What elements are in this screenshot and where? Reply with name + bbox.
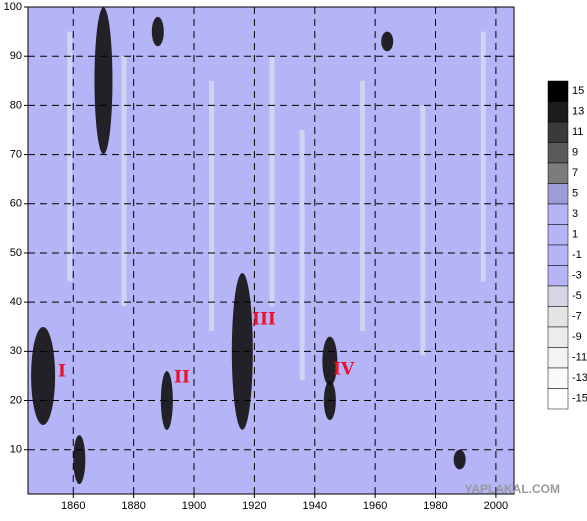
colorbar-box (547, 347, 569, 369)
contour-feature (322, 336, 338, 386)
y-tick-label: 20 (10, 394, 22, 406)
contour-band (67, 31, 73, 282)
contour-band (480, 31, 486, 282)
colorbar-label: -11 (572, 352, 587, 364)
contour-feature (31, 326, 56, 425)
colorbar-label: -7 (572, 311, 582, 323)
contour-band (121, 56, 127, 307)
contour-band (420, 105, 426, 356)
colorbar-label: 7 (572, 167, 578, 179)
contour-feature (73, 435, 86, 485)
annotation: II (174, 368, 190, 388)
colorbar-label: 3 (572, 208, 578, 220)
contour-feature (453, 449, 466, 470)
contour-band (209, 80, 215, 331)
contour-feature (151, 16, 164, 47)
x-tick-label: 2000 (484, 500, 508, 512)
colorbar-box (547, 183, 569, 205)
x-tick-label: 1980 (423, 500, 447, 512)
colorbar-box (547, 80, 569, 102)
plot-frame (27, 6, 515, 495)
contour-band (269, 56, 275, 307)
colorbar-box (547, 162, 569, 184)
colorbar-box (547, 265, 569, 287)
x-tick-label: 1920 (242, 500, 266, 512)
y-tick-label: 80 (10, 99, 22, 111)
colorbar-box (547, 388, 569, 410)
annotation: III (252, 310, 276, 330)
y-tick-label: 100 (4, 1, 22, 13)
colorbar-label: 9 (572, 147, 578, 159)
x-tick-label: 1860 (61, 500, 85, 512)
x-tick-label: 1940 (303, 500, 327, 512)
colorbar-label: -9 (572, 331, 582, 343)
colorbar-label: -13 (572, 372, 587, 384)
colorbar-box (547, 101, 569, 123)
colorbar-label: 15 (572, 85, 584, 97)
contour-band (299, 129, 305, 380)
colorbar-label: -3 (572, 270, 582, 282)
y-tick-label: 30 (10, 345, 22, 357)
colorbar-label: -5 (572, 290, 582, 302)
colorbar-label: 11 (572, 126, 583, 138)
colorbar-box (547, 326, 569, 348)
colorbar-label: 13 (572, 106, 584, 118)
y-tick-label: 60 (10, 198, 22, 210)
contour-feature (381, 31, 394, 52)
colorbar-box (547, 121, 569, 143)
y-tick-label: 40 (10, 296, 22, 308)
colorbar-label: 5 (572, 188, 578, 200)
annotation: IV (333, 360, 355, 380)
colorbar-label: -15 (572, 393, 587, 405)
contour-feature (231, 272, 253, 430)
colorbar-box (547, 203, 569, 225)
colorbar-label: -1 (572, 249, 582, 261)
y-tick-label: 50 (10, 247, 22, 259)
annotation: I (58, 362, 66, 382)
colorbar-box (547, 285, 569, 307)
contour-band (360, 80, 366, 331)
contour-feature (94, 7, 113, 155)
x-tick-label: 1880 (121, 500, 145, 512)
x-tick-label: 1900 (182, 500, 206, 512)
colorbar-box (547, 142, 569, 164)
colorbar-box (547, 244, 569, 266)
y-tick-label: 10 (10, 444, 22, 456)
colorbar-box (547, 306, 569, 328)
watermark: YAPLAKAL.COM (464, 482, 560, 496)
colorbar-label: 1 (572, 229, 578, 241)
y-tick-label: 70 (10, 148, 22, 160)
colorbar-box (547, 224, 569, 246)
x-tick-label: 1960 (363, 500, 387, 512)
colorbar-box (547, 367, 569, 389)
y-tick-label: 90 (10, 50, 22, 62)
